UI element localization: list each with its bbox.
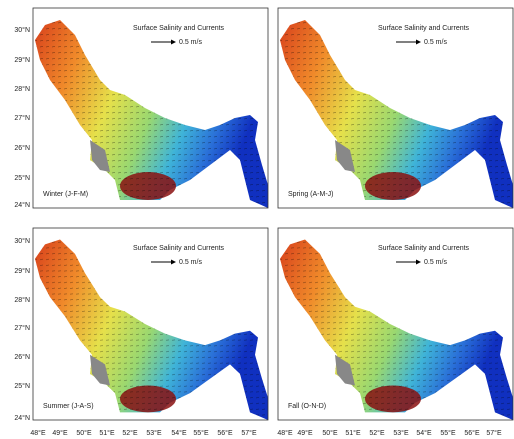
panel-title: Surface Salinity and Currents bbox=[133, 245, 225, 252]
x-tick-label: 56°E bbox=[217, 429, 233, 437]
y-tick-label: 29°N bbox=[14, 267, 30, 275]
map-area bbox=[35, 240, 268, 420]
y-tick-label: 24°N bbox=[14, 201, 30, 209]
scale-arrow-head bbox=[416, 260, 421, 265]
x-tick-label: 49°E bbox=[297, 429, 313, 437]
current-vectors bbox=[280, 20, 513, 208]
panel-title: Surface Salinity and Currents bbox=[378, 245, 470, 252]
x-tick-label: 48°E bbox=[30, 429, 46, 437]
y-tick-label: 26°N bbox=[14, 144, 30, 152]
x-tick-label: 51°E bbox=[345, 429, 361, 437]
x-tick-label: 53°E bbox=[146, 429, 162, 437]
map-area bbox=[280, 240, 513, 420]
x-tick-label: 52°E bbox=[369, 429, 385, 437]
season-label: Spring (A-M-J) bbox=[288, 191, 334, 198]
y-tick-label: 28°N bbox=[14, 296, 30, 304]
x-tick-label: 52°E bbox=[122, 429, 138, 437]
season-label: Summer (J-A-S) bbox=[43, 403, 94, 410]
y-tick-label: 30°N bbox=[14, 237, 30, 245]
x-tick-label: 56°E bbox=[464, 429, 480, 437]
map-panel: Surface Salinity and Currents 0.5 m/s Wint… bbox=[33, 8, 268, 208]
scale-arrow-head bbox=[171, 40, 176, 45]
map-area bbox=[280, 20, 513, 208]
y-tick-label: 28°N bbox=[14, 85, 30, 93]
x-tick-label: 54°E bbox=[171, 429, 187, 437]
map-panel: Surface Salinity and Currents 0.5 m/s Fall… bbox=[278, 228, 513, 420]
figure: Surface Salinity and Currents 0.5 m/s Wint… bbox=[0, 0, 514, 439]
panel-title: Surface Salinity and Currents bbox=[378, 25, 470, 32]
scale-label: 0.5 m/s bbox=[424, 39, 447, 46]
y-tick-label: 24°N bbox=[14, 414, 30, 422]
x-tick-label: 49°E bbox=[52, 429, 68, 437]
scale-arrow-head bbox=[416, 40, 421, 45]
y-tick-label: 27°N bbox=[14, 324, 30, 332]
current-vectors bbox=[35, 20, 268, 208]
x-tick-label: 50°E bbox=[322, 429, 338, 437]
y-tick-label: 29°N bbox=[14, 56, 30, 64]
scale-label: 0.5 m/s bbox=[424, 259, 447, 266]
current-vectors bbox=[280, 240, 513, 420]
x-tick-label: 57°E bbox=[241, 429, 257, 437]
x-tick-label: 48°E bbox=[277, 429, 293, 437]
map-panel: Surface Salinity and Currents 0.5 m/s Summ… bbox=[33, 228, 268, 420]
current-vectors bbox=[35, 240, 268, 420]
season-label: Winter (J-F-M) bbox=[43, 191, 88, 198]
x-tick-label: 55°E bbox=[440, 429, 456, 437]
season-label: Fall (O-N-D) bbox=[288, 403, 326, 410]
x-tick-label: 57°E bbox=[486, 429, 502, 437]
x-tick-label: 50°E bbox=[76, 429, 92, 437]
y-tick-label: 27°N bbox=[14, 114, 30, 122]
x-tick-label: 54°E bbox=[416, 429, 432, 437]
x-tick-label: 55°E bbox=[193, 429, 209, 437]
scale-label: 0.5 m/s bbox=[179, 259, 202, 266]
y-tick-label: 25°N bbox=[14, 382, 30, 390]
scale-arrow-head bbox=[171, 260, 176, 265]
map-panel: Surface Salinity and Currents 0.5 m/s Spri… bbox=[278, 8, 513, 208]
y-tick-label: 26°N bbox=[14, 353, 30, 361]
y-tick-label: 30°N bbox=[14, 26, 30, 34]
x-tick-label: 53°E bbox=[393, 429, 409, 437]
y-tick-label: 25°N bbox=[14, 174, 30, 182]
panel-title: Surface Salinity and Currents bbox=[133, 25, 225, 32]
x-tick-label: 51°E bbox=[99, 429, 115, 437]
scale-label: 0.5 m/s bbox=[179, 39, 202, 46]
map-area bbox=[35, 20, 268, 208]
